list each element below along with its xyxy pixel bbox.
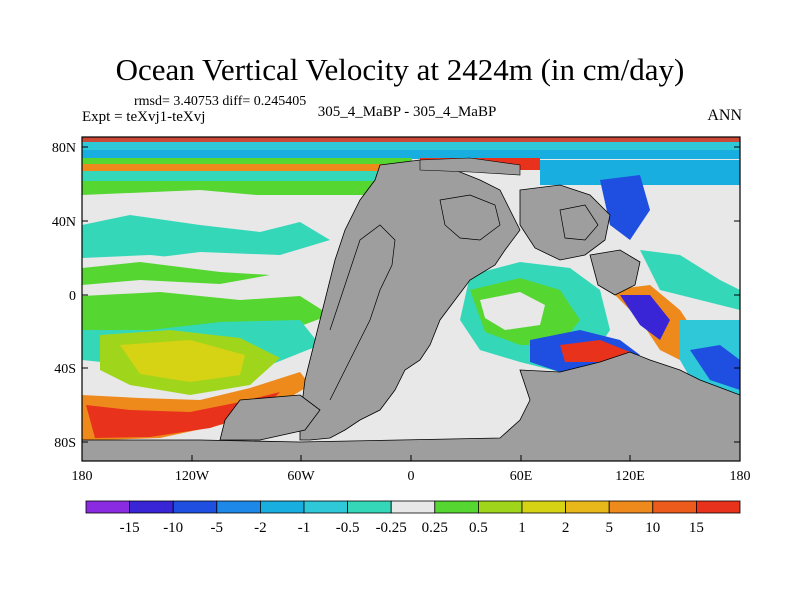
map-fields — [82, 137, 740, 461]
colorbar-label: 10 — [645, 520, 660, 536]
lon-tick-120w: 120W — [175, 469, 210, 484]
contour-line-c — [559, 204, 599, 241]
colorbar-swatch — [172, 500, 218, 514]
colorbar-label: -0.5 — [336, 520, 360, 536]
central-continent — [299, 159, 521, 441]
colorbar-swatch — [85, 500, 130, 514]
eastern-basin-red — [560, 340, 630, 362]
north-pacific-green — [82, 181, 382, 195]
stats-label: rmsd= 3.40753 diff= 0.245405 — [134, 94, 307, 109]
colorbar-swatch — [696, 500, 741, 514]
south-west-land — [219, 394, 321, 441]
lat-tick-40n: 40N — [52, 215, 76, 230]
arctic-band-green — [82, 158, 412, 165]
arctic-land — [419, 157, 521, 176]
latitude-axis: 80N 40N 0 40S 80S — [52, 141, 740, 451]
colorbar-label: 1 — [518, 520, 526, 536]
east-equatorial-purple — [620, 295, 670, 340]
season-label: ANN — [707, 107, 742, 124]
colorbar-swatch — [216, 500, 261, 514]
southern-ocean-red — [86, 392, 280, 438]
tropical-green — [82, 262, 270, 285]
colorbar-label: 0.5 — [469, 520, 488, 536]
colorbar-label: 5 — [605, 520, 613, 536]
north-pacific-teal — [82, 215, 330, 262]
eastern-basin-neutral — [480, 292, 545, 330]
colorbar-swatch — [347, 500, 392, 514]
lat-tick-80n: 80N — [52, 141, 76, 156]
south-east-blue — [690, 345, 740, 390]
north-east-island — [519, 184, 611, 261]
lon-tick-180w: 180 — [72, 469, 93, 484]
colorbar-swatch — [434, 500, 479, 514]
eastern-island — [589, 249, 641, 296]
colorbar-swatch — [390, 500, 436, 514]
center-label: 305_4_MaBP - 305_4_MaBP — [317, 104, 497, 120]
colorbar-swatch — [129, 500, 174, 514]
colorbar-label: -1 — [298, 520, 311, 536]
lat-tick-80s: 80S — [54, 436, 76, 451]
lon-tick-0: 0 — [408, 469, 415, 484]
east-coast-blue — [600, 175, 650, 240]
south-pacific-yellow — [120, 340, 245, 382]
experiment-label: Expt = teXvj1-teXvj — [82, 109, 206, 125]
colorbar-swatch — [303, 500, 348, 514]
plot-title: Ocean Vertical Velocity at 2424m (in cm/… — [115, 52, 685, 87]
colorbar-label: -10 — [163, 520, 183, 536]
east-equatorial-teal — [640, 250, 740, 310]
colorbar: -15 -10 -5 -2 -1 -0.5 -0.25 0.25 0.5 1 2 5 10 15 — [85, 500, 741, 536]
lat-tick-0: 0 — [69, 289, 76, 304]
colorbar-label: -15 — [120, 520, 140, 536]
arctic-band-teal — [82, 171, 412, 182]
lon-tick-60e: 60E — [510, 469, 533, 484]
longitude-axis: 180 120W 60W 0 60E 120E 180 — [72, 455, 751, 484]
colorbar-label: -5 — [211, 520, 224, 536]
contour-line-b — [439, 194, 501, 241]
colorbar-label: 15 — [689, 520, 704, 536]
contour-line-a — [329, 224, 396, 401]
lat-tick-40s: 40S — [54, 362, 76, 377]
lon-tick-180e: 180 — [730, 469, 751, 484]
colorbar-swatch — [608, 500, 654, 514]
colorbar-label: -2 — [254, 520, 267, 536]
lon-tick-120e: 120E — [615, 469, 645, 484]
top-margin-red — [82, 137, 740, 142]
colorbar-swatch — [477, 500, 523, 514]
colorbar-swatch — [652, 500, 697, 514]
colorbar-label: -0.25 — [376, 520, 407, 536]
arctic-band-orange — [82, 164, 402, 172]
colorbar-swatch — [565, 500, 610, 514]
colorbar-label: 0.25 — [422, 520, 448, 536]
colorbar-swatch — [259, 500, 305, 514]
arctic-band-blue — [82, 150, 740, 159]
lon-tick-60w: 60W — [287, 469, 315, 484]
colorbar-label: 2 — [562, 520, 570, 536]
southern-continent — [82, 351, 740, 461]
colorbar-swatch — [521, 500, 566, 514]
